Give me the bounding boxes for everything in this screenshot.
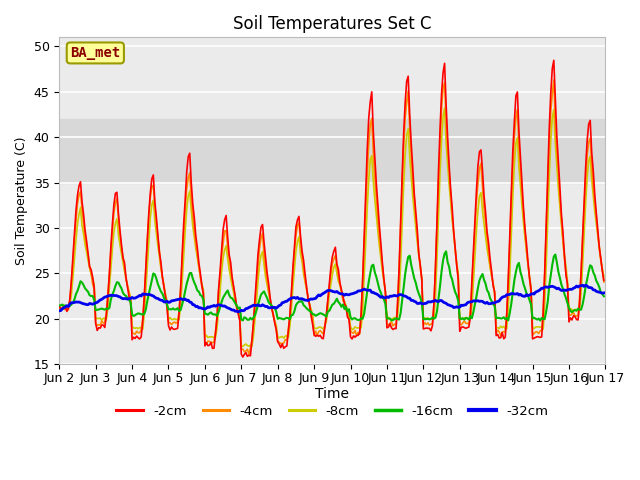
-8cm (248, 344, 256, 349)
-4cm (573, 313, 580, 319)
-16cm (236, 305, 244, 311)
-16cm (294, 300, 301, 306)
-4cm (218, 253, 225, 259)
Line: -2cm: -2cm (60, 60, 604, 357)
-16cm (56, 302, 63, 308)
-8cm (236, 314, 244, 320)
-8cm (441, 105, 449, 111)
-2cm (246, 353, 254, 359)
-16cm (442, 249, 450, 254)
-4cm (600, 279, 608, 285)
-2cm (218, 248, 225, 254)
Text: BA_met: BA_met (70, 46, 120, 60)
-32cm (122, 296, 130, 301)
-4cm (295, 220, 303, 226)
-8cm (122, 275, 130, 281)
-4cm (236, 317, 244, 323)
-8cm (573, 308, 580, 313)
-4cm (550, 77, 557, 83)
-16cm (218, 299, 225, 305)
Bar (60, 119, 605, 182)
-32cm (218, 302, 225, 308)
-32cm (295, 296, 303, 302)
-4cm (56, 306, 63, 312)
-32cm (571, 285, 579, 290)
-2cm (550, 58, 557, 63)
-16cm (600, 293, 608, 299)
Line: -16cm: -16cm (60, 252, 604, 321)
-8cm (600, 273, 608, 279)
-4cm (122, 277, 130, 283)
-2cm (600, 277, 608, 283)
-2cm (295, 214, 303, 219)
-16cm (245, 317, 253, 323)
-2cm (236, 318, 244, 324)
Line: -8cm: -8cm (60, 108, 604, 347)
-8cm (218, 269, 225, 275)
-16cm (573, 308, 580, 313)
-32cm (237, 307, 245, 313)
-32cm (582, 282, 589, 288)
-4cm (245, 351, 253, 357)
-32cm (56, 308, 63, 313)
-8cm (245, 343, 253, 349)
-32cm (600, 290, 608, 296)
-2cm (239, 354, 246, 360)
Line: -4cm: -4cm (60, 80, 604, 354)
-16cm (122, 293, 130, 299)
Title: Soil Temperatures Set C: Soil Temperatures Set C (233, 15, 431, 33)
-4cm (246, 346, 254, 351)
-2cm (56, 303, 63, 309)
-2cm (122, 275, 130, 280)
X-axis label: Time: Time (316, 387, 349, 401)
-32cm (234, 309, 242, 315)
-8cm (295, 234, 303, 240)
-32cm (246, 304, 254, 310)
Y-axis label: Soil Temperature (C): Soil Temperature (C) (15, 136, 28, 265)
-8cm (56, 302, 63, 308)
-16cm (536, 318, 544, 324)
Legend: -2cm, -4cm, -8cm, -16cm, -32cm: -2cm, -4cm, -8cm, -16cm, -32cm (111, 399, 554, 423)
-2cm (573, 317, 580, 323)
Line: -32cm: -32cm (60, 285, 604, 312)
